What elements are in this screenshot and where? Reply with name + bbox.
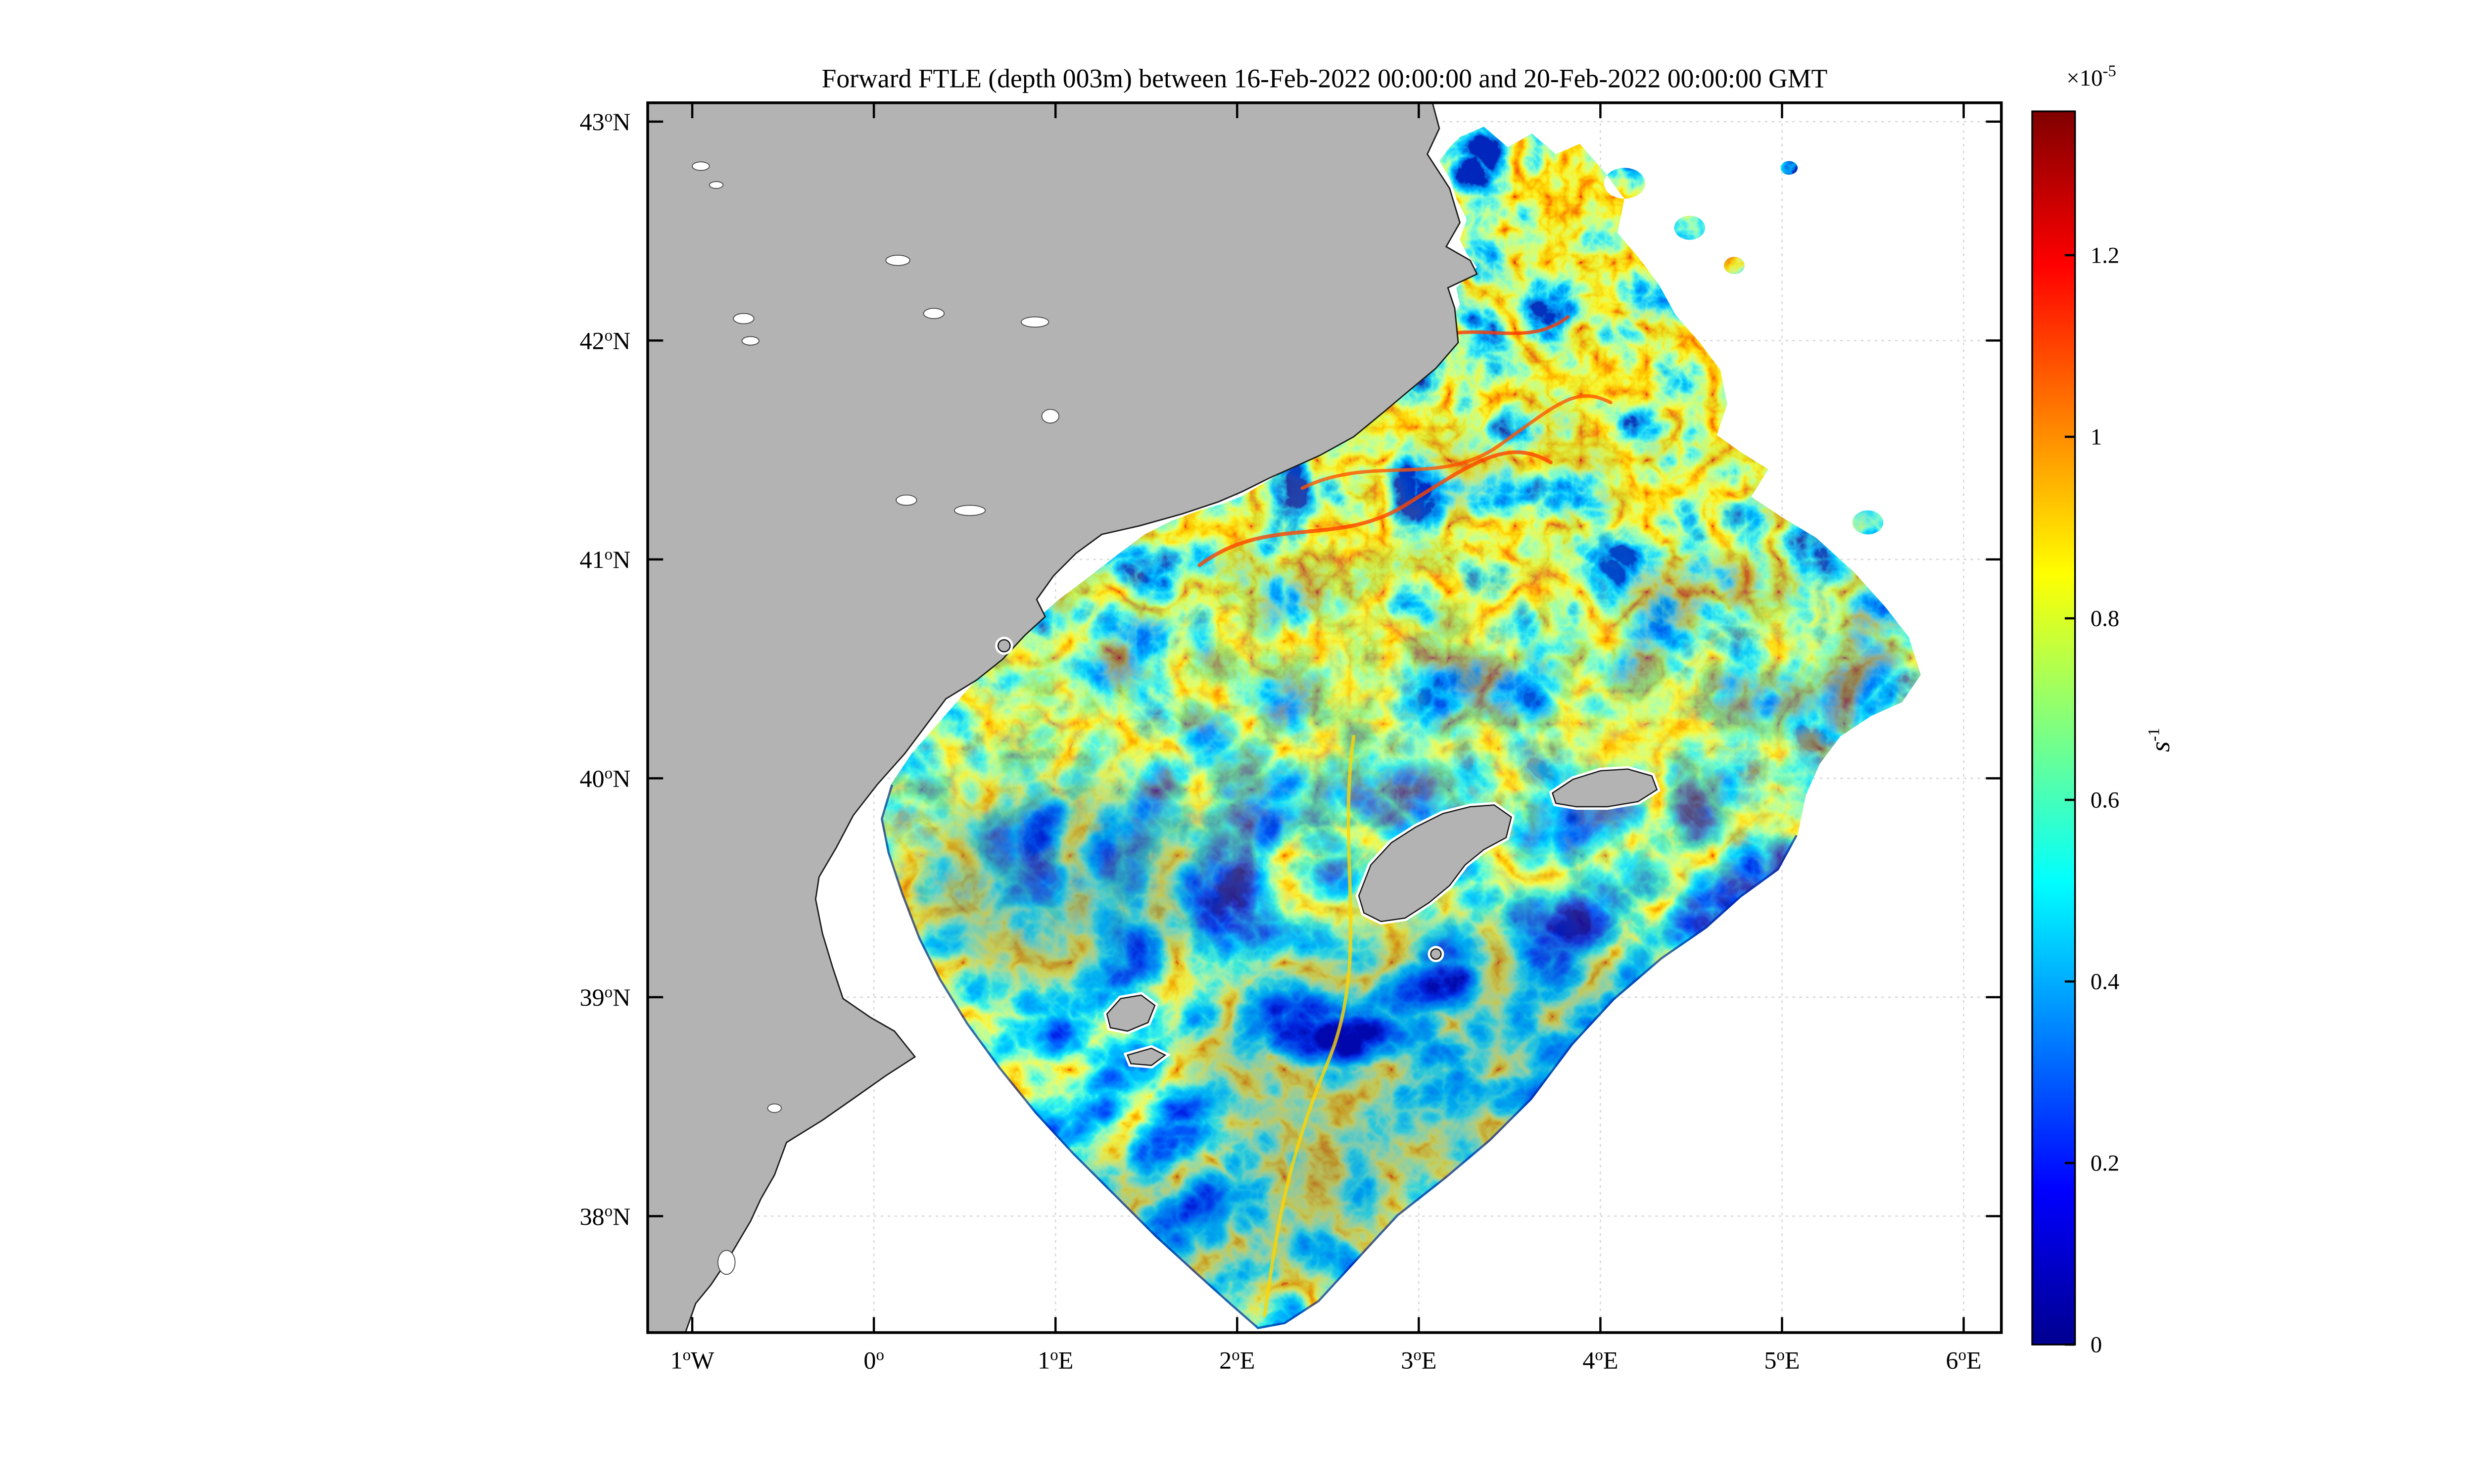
y-axis-ticks-right — [1986, 120, 2001, 1217]
colorbar-ticks — [2064, 254, 2075, 1346]
colorbar-tick-label: 0.4 — [2091, 969, 2119, 995]
figure-title: Forward FTLE (depth 003m) between 16-Feb… — [821, 64, 1827, 93]
island-mallorca — [1358, 804, 1512, 923]
lake — [885, 255, 910, 266]
colorbar-unit-label: s-1 — [2145, 728, 2175, 752]
lake — [923, 308, 945, 319]
x-axis-ticks-top — [691, 102, 1965, 118]
y-tick-label-40n: 40oN — [579, 764, 630, 792]
y-tick-label-42n: 42oN — [579, 326, 630, 354]
x-tick-label-4e: 4oE — [1582, 1346, 1618, 1374]
low-ftle-patch — [908, 788, 1217, 994]
high-ftle-ridge — [1263, 735, 1356, 1317]
lake — [1041, 409, 1059, 424]
x-tick-label-1w: 1oW — [670, 1346, 715, 1374]
lake — [709, 181, 724, 189]
islet — [997, 639, 1011, 652]
y-tick-label-43n: 43oN — [579, 108, 630, 136]
lake — [1021, 316, 1049, 328]
lake — [896, 494, 917, 506]
y-tick-label-39n: 39oN — [579, 983, 630, 1011]
coastal-lagoon — [717, 1250, 736, 1275]
x-tick-label-1e: 1oE — [1038, 1346, 1073, 1374]
colorbar-tick-label: 0 — [2091, 1332, 2102, 1358]
island-ibiza — [1106, 994, 1156, 1032]
lake — [733, 313, 755, 325]
island-menorca — [1552, 768, 1658, 808]
y-tick-label-41n: 41oN — [579, 546, 630, 573]
lake — [741, 336, 760, 346]
colorbar-tick-label: 1.2 — [2091, 243, 2119, 269]
land-iberia — [647, 102, 1478, 1334]
colorbar: 0 0.2 0.4 0.6 0.8 1 1.2 ×10-5 s-1 — [2031, 62, 2175, 1358]
x-tick-label-3e: 3oE — [1401, 1346, 1436, 1374]
island-cabrera — [1430, 948, 1442, 960]
y-axis-ticks-left — [648, 120, 664, 1217]
x-tick-label-6e: 6oE — [1946, 1346, 1981, 1374]
lake — [692, 161, 710, 171]
map-axes-frame — [646, 101, 2003, 1334]
colorbar-exponent-label: ×10-5 — [2066, 62, 2116, 91]
x-tick-label-5e: 5oE — [1764, 1346, 1800, 1374]
colorbar-gradient — [2031, 110, 2076, 1345]
colorbar-tick-label: 1 — [2091, 424, 2102, 450]
inland-water-bodies — [692, 161, 1059, 1275]
island-formentera — [1127, 1047, 1167, 1066]
high-ftle-ridge — [1300, 394, 1613, 490]
balearic-islands — [995, 637, 1661, 1068]
colorbar-tick-label: 0.8 — [2091, 606, 2119, 632]
x-tick-label-0: 0o — [863, 1346, 884, 1374]
x-tick-label-2e: 2oE — [1219, 1346, 1255, 1374]
high-ftle-ridge — [1197, 450, 1553, 567]
colorbar-tick-label: 0.6 — [2091, 788, 2119, 813]
colorbar-tick-label: 0.2 — [2091, 1151, 2119, 1176]
lake — [767, 1103, 782, 1113]
y-tick-label-38n: 38oN — [579, 1202, 630, 1230]
x-axis-ticks-bottom — [691, 1317, 1965, 1333]
lake — [954, 505, 986, 516]
